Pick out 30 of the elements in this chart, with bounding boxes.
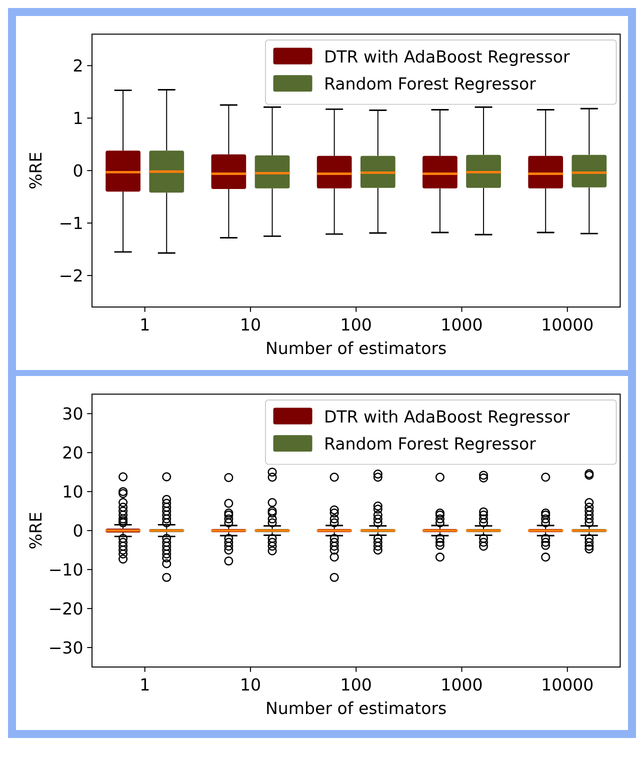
y-tick-label: 10: [62, 482, 84, 502]
x-tick-label: 1000: [440, 675, 483, 694]
x-tick-label: 1: [140, 315, 150, 334]
x-tick-label: 10: [240, 675, 261, 694]
x-axis-title: Number of estimators: [266, 698, 447, 718]
y-tick-label: 20: [62, 443, 84, 462]
legend-label: DTR with AdaBoost Regressor: [324, 407, 570, 426]
legend-label: DTR with AdaBoost Regressor: [324, 47, 570, 66]
y-tick-label: 2: [72, 56, 84, 76]
x-tick-label: 100: [340, 675, 372, 694]
y-axis-title: %RE: [26, 512, 46, 550]
x-tick-label: 1000: [440, 315, 483, 334]
x-tick-label: 10000: [541, 675, 594, 694]
x-axis-title: Number of estimators: [266, 338, 447, 358]
x-tick-label: 10000: [541, 315, 594, 334]
x-tick-label: 1: [140, 675, 150, 694]
legend-label: Random Forest Regressor: [324, 434, 536, 454]
y-tick-label: 1: [72, 108, 84, 128]
y-tick-label: −1: [58, 214, 84, 233]
x-tick-label: 100: [340, 315, 372, 334]
legend-label: Random Forest Regressor: [324, 74, 536, 94]
y-axis-title: %RE: [26, 152, 46, 190]
y-tick-label: −20: [48, 599, 84, 618]
y-tick-label: 0: [72, 521, 84, 540]
y-tick-label: 0: [72, 161, 84, 180]
y-tick-label: 30: [62, 404, 84, 424]
y-tick-label: −2: [58, 266, 84, 286]
y-tick-label: −10: [48, 560, 84, 580]
x-tick-label: 10: [240, 315, 261, 334]
y-tick-label: −30: [48, 638, 84, 658]
